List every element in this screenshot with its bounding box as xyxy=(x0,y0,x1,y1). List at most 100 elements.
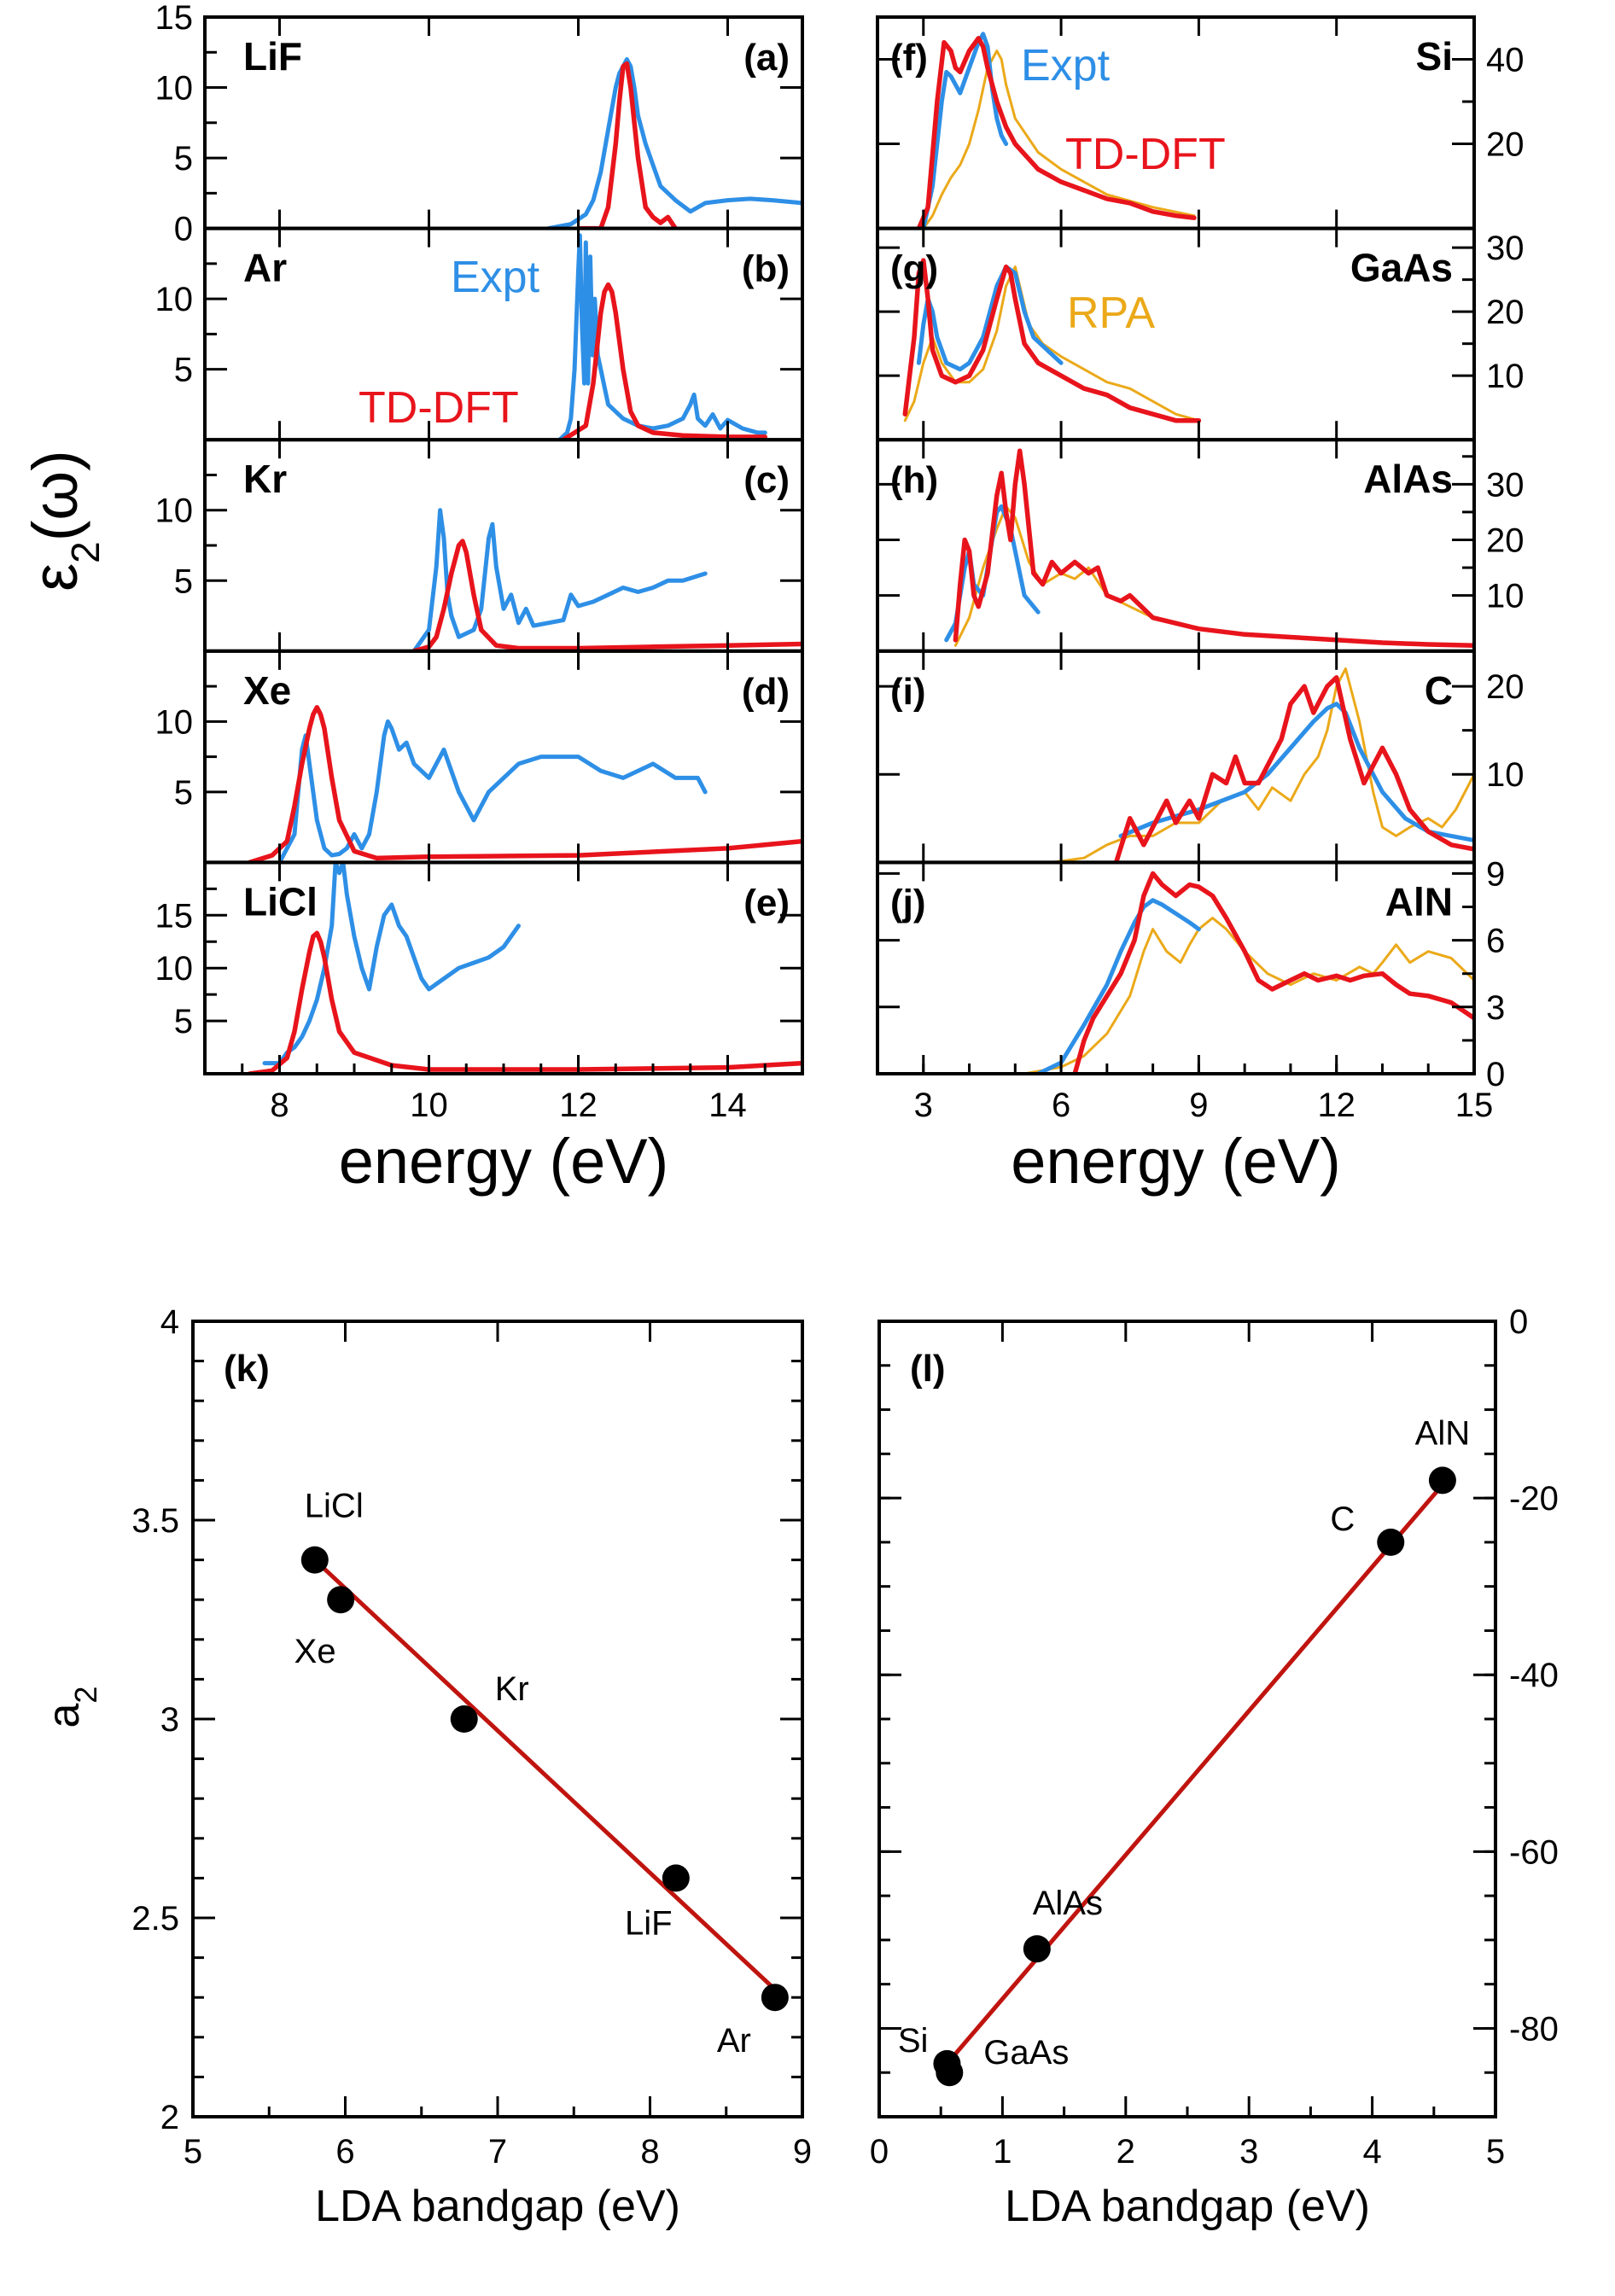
series-line-rpa xyxy=(922,50,1196,229)
series-line-td-dft xyxy=(575,61,679,229)
material-label: C xyxy=(1425,668,1453,713)
y-tick-label: 0 xyxy=(1509,1303,1528,1341)
point-label-LiCl: LiCl xyxy=(305,1488,364,1525)
panel-tag-label: (g) xyxy=(890,248,938,290)
series-line-expt xyxy=(546,57,802,229)
y-axis-title-sub: 2 xyxy=(68,1687,103,1704)
x-tick-label: 15 xyxy=(1455,1087,1494,1124)
panel-tag-label: (h) xyxy=(890,459,938,501)
y-axis-title-main: a xyxy=(39,1703,89,1728)
spectrum-panel-C: 10 20 C (i) xyxy=(876,649,1525,865)
panel-frame xyxy=(191,1320,804,2118)
series-line-expt xyxy=(1035,898,1201,1075)
y-tick-label: 10 xyxy=(155,70,194,108)
material-label: Si xyxy=(1416,34,1453,79)
series-group xyxy=(916,32,1197,229)
point-label-Xe: Xe xyxy=(294,1633,336,1670)
y-tick-label: 10 xyxy=(1486,358,1525,395)
series-line-expt xyxy=(262,862,521,1066)
panel-tag-label: (d) xyxy=(742,671,790,713)
data-point-GaAs xyxy=(936,2059,964,2087)
point-label-GaAs: GaAs xyxy=(983,2034,1069,2072)
y-tick-label: 0 xyxy=(1486,1056,1505,1093)
spectrum-panel-LiCl: 5 10 15 LiCl (e) xyxy=(155,860,804,1076)
y-tick-label: 20 xyxy=(1486,126,1525,164)
x-tick-label: 10 xyxy=(410,1087,448,1124)
data-point-Kr xyxy=(450,1705,478,1733)
panel-frame xyxy=(877,1320,1497,2118)
series-line-expt xyxy=(921,32,1009,229)
y-tick-label: 15 xyxy=(155,897,194,935)
x-tick-label: 3 xyxy=(1239,2133,1258,2171)
data-point-AlAs xyxy=(1023,1935,1051,1963)
series-line-td-dft xyxy=(411,539,802,651)
x-tick-label: 1 xyxy=(993,2133,1012,2171)
panel-l: 0 1 2 3 4 5 -80 -60 -40 -20 0 Si GaAs AlAs C AlN (l) LDA … xyxy=(870,1303,1559,2231)
panel-tag-label: (b) xyxy=(742,248,790,290)
panel-frame xyxy=(876,15,1476,230)
panel-tag-label: (a) xyxy=(743,37,790,79)
series-note-expt: Expt xyxy=(1021,41,1111,90)
series-line-expt xyxy=(1118,702,1474,843)
series-note-tddft: TD-DFT xyxy=(359,383,519,433)
spectrum-panel-Kr: 5 10 Kr (c) xyxy=(155,438,804,653)
material-label: AlN xyxy=(1385,879,1453,924)
panel-tag-label: (k) xyxy=(224,1348,270,1390)
x-tick-label: 7 xyxy=(488,2133,507,2171)
y-tick-label: 40 xyxy=(1486,42,1525,79)
point-label-AlN: AlN xyxy=(1415,1414,1470,1452)
series-group xyxy=(546,57,802,229)
series-line-td-dft xyxy=(902,258,1202,423)
y-tick-label: 3.5 xyxy=(131,1502,179,1540)
panel-tag-label: (c) xyxy=(743,459,790,501)
series-group xyxy=(411,508,802,651)
x-tick-label: 5 xyxy=(184,2133,202,2171)
y-tick-label: 10 xyxy=(1486,756,1525,794)
y-tick-label: 5 xyxy=(174,774,193,812)
y-tick-label: 2.5 xyxy=(131,1900,179,1938)
y-axis-title-main: ε xyxy=(20,563,90,591)
y-tick-label: 20 xyxy=(1486,522,1525,559)
x-tick-label: 9 xyxy=(793,2133,812,2171)
spectrum-panel-Ar: 5 10 Ar (b) Expt TD-DFT xyxy=(155,226,804,442)
series-line-td-dft xyxy=(247,705,802,863)
series-group xyxy=(902,258,1202,423)
x-tick-label: 12 xyxy=(559,1087,598,1124)
series-line-rpa xyxy=(1023,917,1474,1075)
y-tick-label: 20 xyxy=(1486,294,1525,331)
series-line-td-dft xyxy=(916,36,1197,229)
point-label-Ar: Ar xyxy=(717,2022,751,2060)
y-tick-label: 15 xyxy=(155,0,194,37)
x-tick-label: 6 xyxy=(335,2133,354,2171)
y-tick-label: 5 xyxy=(174,140,193,178)
y-tick-label: 6 xyxy=(1486,923,1505,960)
series-note-tddft: TD-DFT xyxy=(1065,130,1226,179)
x-tick-label: 8 xyxy=(640,2133,659,2171)
point-label-AlAs: AlAs xyxy=(1033,1885,1103,1922)
x-tick-label: 14 xyxy=(708,1087,747,1124)
y-tick-label: 5 xyxy=(174,352,193,389)
series-note-expt: Expt xyxy=(451,253,540,302)
material-label: AlAs xyxy=(1363,457,1453,501)
series-group xyxy=(247,862,802,1075)
series-line-td-dft xyxy=(247,930,802,1075)
y-tick-label: -20 xyxy=(1509,1480,1559,1518)
series-group xyxy=(557,233,768,440)
x-axis-title: LDA bandgap (eV) xyxy=(315,2182,680,2231)
y-tick-label: 9 xyxy=(1486,855,1505,893)
x-tick-label: 4 xyxy=(1362,2133,1381,2171)
series-note-rpa: RPA xyxy=(1067,288,1155,338)
spectrum-panel-Si: 20 40 Si (f) Expt TD-DFT xyxy=(876,15,1525,230)
y-tick-label: -80 xyxy=(1509,2010,1559,2048)
y-tick-label: 4 xyxy=(160,1303,179,1341)
fit-line xyxy=(313,1558,777,1991)
data-point-C xyxy=(1377,1528,1405,1556)
y-axis-title-tail: (ω) xyxy=(20,450,90,541)
series-line-td-dft xyxy=(1113,675,1474,863)
point-label-LiF: LiF xyxy=(625,1904,673,1942)
y-tick-label: 10 xyxy=(155,492,194,530)
data-point-Xe xyxy=(327,1586,355,1614)
material-label: GaAs xyxy=(1350,246,1453,290)
